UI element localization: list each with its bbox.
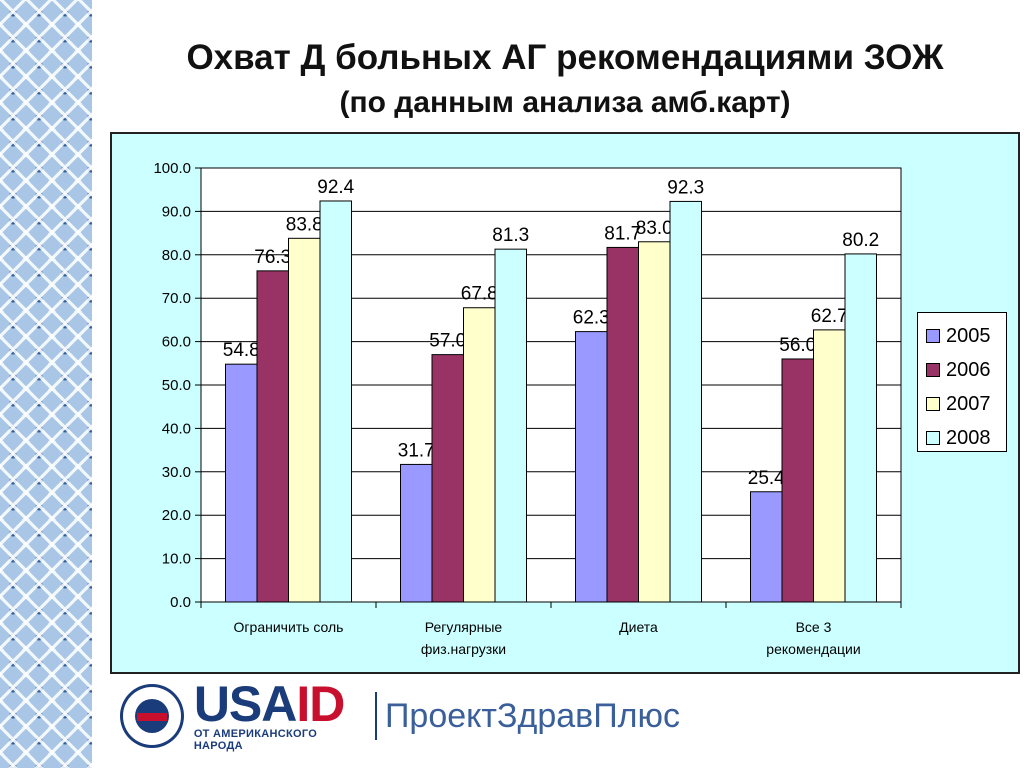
legend-swatch	[926, 431, 940, 445]
decorative-side-pattern	[0, 0, 92, 768]
usaid-seal-icon	[120, 684, 184, 748]
chart-legend: 2005 2006 2007 2008	[917, 312, 1007, 452]
bar	[225, 363, 258, 603]
data-label: 80.2	[842, 230, 879, 251]
bar	[844, 253, 877, 603]
y-tick-label: 70.0	[162, 290, 191, 307]
y-tick-label: 50.0	[162, 377, 191, 394]
data-label: 83.0	[636, 218, 673, 239]
logo-divider	[374, 692, 377, 740]
bar	[638, 241, 671, 603]
usaid-wordmark: USAID	[193, 676, 346, 732]
x-tick-label: Диета	[619, 619, 658, 635]
x-tick-label: Ограничить соль	[234, 619, 344, 635]
data-label: 81.3	[492, 225, 529, 246]
bar	[750, 491, 783, 603]
bar	[400, 463, 433, 603]
data-label: 92.4	[317, 177, 354, 198]
data-label: 81.7	[604, 223, 641, 244]
y-tick-label: 0.0	[170, 594, 191, 611]
data-label: 54.8	[223, 340, 260, 361]
bar	[288, 237, 321, 603]
legend-entry: 2007	[926, 387, 1006, 421]
legend-entry: 2006	[926, 353, 1006, 387]
data-label: 31.7	[398, 440, 435, 461]
x-tick-label: Все 3	[796, 619, 832, 635]
legend-entry: 2005	[926, 319, 1006, 353]
bar	[781, 358, 814, 603]
data-label: 92.3	[667, 177, 704, 198]
data-label: 83.8	[286, 214, 323, 235]
bar	[431, 354, 464, 603]
x-tick-label: рекомендации	[766, 641, 860, 657]
usaid-logo: USAID ОТ АМЕРИКАНСКОГО НАРОДА	[193, 676, 369, 752]
bar	[463, 307, 496, 603]
bar	[669, 200, 702, 603]
y-tick-label: 60.0	[162, 334, 191, 351]
bar	[606, 246, 639, 603]
data-label: 57.0	[429, 331, 466, 352]
data-label: 67.8	[461, 284, 498, 305]
legend-swatch	[926, 363, 940, 377]
footer-logo: USAID ОТ АМЕРИКАНСКОГО НАРОДА ПроектЗдра…	[120, 679, 680, 752]
bar	[319, 200, 352, 603]
y-tick-label: 20.0	[162, 507, 191, 524]
data-label: 76.3	[254, 247, 291, 268]
project-name: ПроектЗдравПлюс	[384, 696, 680, 735]
data-label: 56.0	[779, 335, 816, 356]
y-tick-label: 80.0	[162, 247, 191, 264]
data-label: 62.3	[573, 308, 610, 329]
chart-area: 0.0 10.0 20.0 30.0 40.0 50.0 60.0 70.0 80.0 90.0 1…	[110, 132, 1020, 674]
legend-label: 2005	[946, 324, 991, 347]
bar	[494, 248, 527, 603]
x-tick-label: физ.нагрузки	[421, 641, 506, 657]
usaid-tagline: ОТ АМЕРИКАНСКОГО НАРОДА	[193, 728, 318, 752]
y-tick-label: 100.0	[153, 160, 191, 177]
y-tick-label: 10.0	[162, 551, 191, 568]
y-tick-label: 30.0	[162, 464, 191, 481]
legend-entry: 2008	[926, 421, 1006, 455]
y-tick-label: 90.0	[162, 203, 191, 220]
page-title: Охват Д больных АГ рекомендациями ЗОЖ	[186, 38, 944, 77]
bar	[256, 270, 289, 603]
bar-chart: 0.0 10.0 20.0 30.0 40.0 50.0 60.0 70.0 80.0 90.0 1…	[153, 160, 902, 657]
data-label: 25.4	[748, 468, 785, 489]
x-tick-label: Регулярные	[425, 619, 503, 635]
legend-label: 2008	[946, 426, 991, 449]
bar	[813, 329, 846, 603]
legend-swatch	[926, 329, 940, 343]
data-label: 62.7	[811, 306, 848, 327]
legend-label: 2006	[946, 358, 991, 381]
legend-label: 2007	[946, 392, 991, 415]
bar	[575, 331, 608, 603]
legend-swatch	[926, 397, 940, 411]
page-subtitle: (по данным анализа амб.карт)	[339, 86, 791, 119]
y-tick-label: 40.0	[162, 420, 191, 437]
